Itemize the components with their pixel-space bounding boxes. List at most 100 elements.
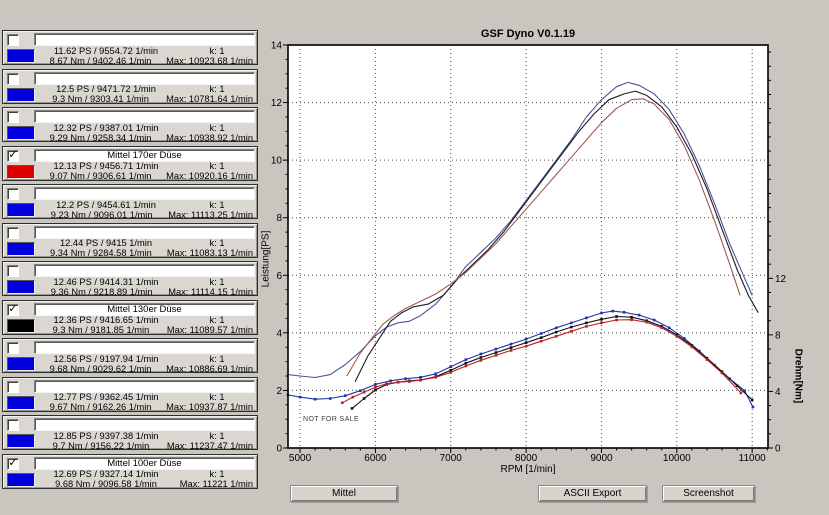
series-marker [750,398,754,402]
series-marker [419,378,422,382]
x-tick-label: 8000 [515,453,538,464]
run-nm-value: 9.7 Nm / 9156.22 1/min [52,440,150,451]
run-ps-value: 12.36 PS / 9416.65 1/min [53,315,159,325]
series-marker [585,325,588,328]
run-name-input[interactable] [34,33,255,46]
run-nm-value: 9.68 Nm / 9029.62 1/min [49,363,152,374]
series-marker [374,383,377,386]
run-panel: ✓ 12.13 PS / 9456.71 1/min k: 1 9.07 Nm … [2,145,258,181]
series-marker [743,389,746,393]
run-checkbox[interactable]: ✓ [7,148,19,162]
run-panel: 12.46 PS / 9414.31 1/min k: 1 9.36 Nm / … [2,261,258,297]
run-k-value: k: 1 [209,276,225,287]
series-marker [464,364,468,368]
run-checkbox[interactable] [7,380,19,393]
run-max-rpm-value: Max: 11114.15 1/min [168,286,253,297]
run-max-rpm-value: Max: 11083.13 1/min [166,248,253,258]
series-marker [615,318,618,322]
run-nm-value: 9.07 Nm / 9306.61 1/min [49,171,152,181]
run-ps-value: 12.5 PS / 9471.72 1/min [56,84,156,94]
run-checkbox[interactable] [7,34,19,46]
series-marker [298,395,302,399]
y-left-tick-label: 12 [271,98,283,109]
series-marker [539,332,543,335]
series-marker [408,380,411,383]
run-checkbox[interactable] [7,226,19,239]
series-marker [735,384,739,388]
run-ps-value: 12.85 PS / 9397.38 1/min [53,430,159,441]
run-k-value: k: 1 [209,45,225,56]
run-checkbox[interactable] [7,188,19,200]
run-checkbox[interactable] [7,419,19,431]
series-marker [690,345,694,349]
y-left-tick-label: 8 [276,213,282,224]
run-max-rpm-value: Max: 10923.68 1/min [166,55,253,66]
series-marker [554,330,558,334]
screenshot-button[interactable]: Screenshot [662,485,755,502]
mittel-button[interactable]: Mittel [290,485,398,502]
series-marker [343,394,347,397]
series-marker [720,371,724,375]
series-marker [739,391,743,395]
series-marker [509,346,513,349]
series-marker [479,359,483,362]
series-line [287,81,753,379]
series-marker [340,401,344,405]
run-name-input[interactable] [34,187,255,200]
y-left-tick-label: 14 [271,41,283,52]
run-k-value: k: 1 [209,430,225,441]
run-checkbox[interactable]: ✓ [7,456,19,470]
series-marker [585,316,588,320]
run-nm-value: 8.67 Nm / 9402.46 1/min [49,55,152,66]
run-checkbox[interactable] [7,265,19,277]
series-marker [600,321,603,325]
series-marker [622,310,626,314]
run-checkbox[interactable]: ✓ [7,302,19,316]
series-marker [509,349,513,352]
series-marker [374,388,377,392]
series-marker [630,318,633,322]
run-ps-value: 11.62 PS / 9554.72 1/min [53,45,159,56]
run-name-input[interactable] [34,418,255,431]
run-name-input[interactable] [34,148,255,162]
x-tick-label: 5000 [289,453,312,464]
run-name-input[interactable] [34,71,255,85]
series-marker [705,358,709,361]
y-left-tick-label: 10 [271,156,283,167]
plot-area [288,45,768,448]
run-name-input[interactable] [34,302,255,316]
run-max-rpm-value: Max: 10886.69 1/min [166,363,253,374]
run-name-input[interactable] [34,264,255,277]
run-max-rpm-value: Max: 11113.25 1/min [168,209,253,220]
run-k-value: k: 1 [209,238,225,248]
run-color-swatch [7,164,35,179]
run-name-input[interactable] [34,379,255,393]
run-k-value: k: 1 [209,315,225,325]
ascii-export-button[interactable]: ASCII Export [538,485,647,502]
run-name-input[interactable] [34,456,255,470]
series-line [354,90,759,383]
series-line [346,98,741,377]
run-name-input[interactable] [34,110,255,123]
run-checkbox[interactable] [7,111,19,123]
series-marker [389,379,392,383]
run-panel: 12.85 PS / 9397.38 1/min k: 1 9.7 Nm / 9… [2,415,258,451]
run-color-swatch [7,318,35,333]
series-marker [630,315,633,319]
series-marker [637,313,641,317]
run-color-swatch [7,126,35,140]
series-marker [286,393,290,397]
run-checkbox[interactable] [7,72,19,85]
run-name-input[interactable] [34,341,255,354]
run-name-input[interactable] [34,225,255,239]
x-tick-label: 9000 [590,453,613,464]
series-marker [359,389,362,393]
run-panel: 12.77 PS / 9362.45 1/min k: 1 9.67 Nm / … [2,376,258,412]
y-right-tick-label: 0 [775,444,781,455]
series-marker [615,315,618,318]
run-k-value: k: 1 [209,392,225,402]
series-marker [385,382,389,385]
series-marker [434,375,437,379]
run-checkbox[interactable] [7,342,19,354]
